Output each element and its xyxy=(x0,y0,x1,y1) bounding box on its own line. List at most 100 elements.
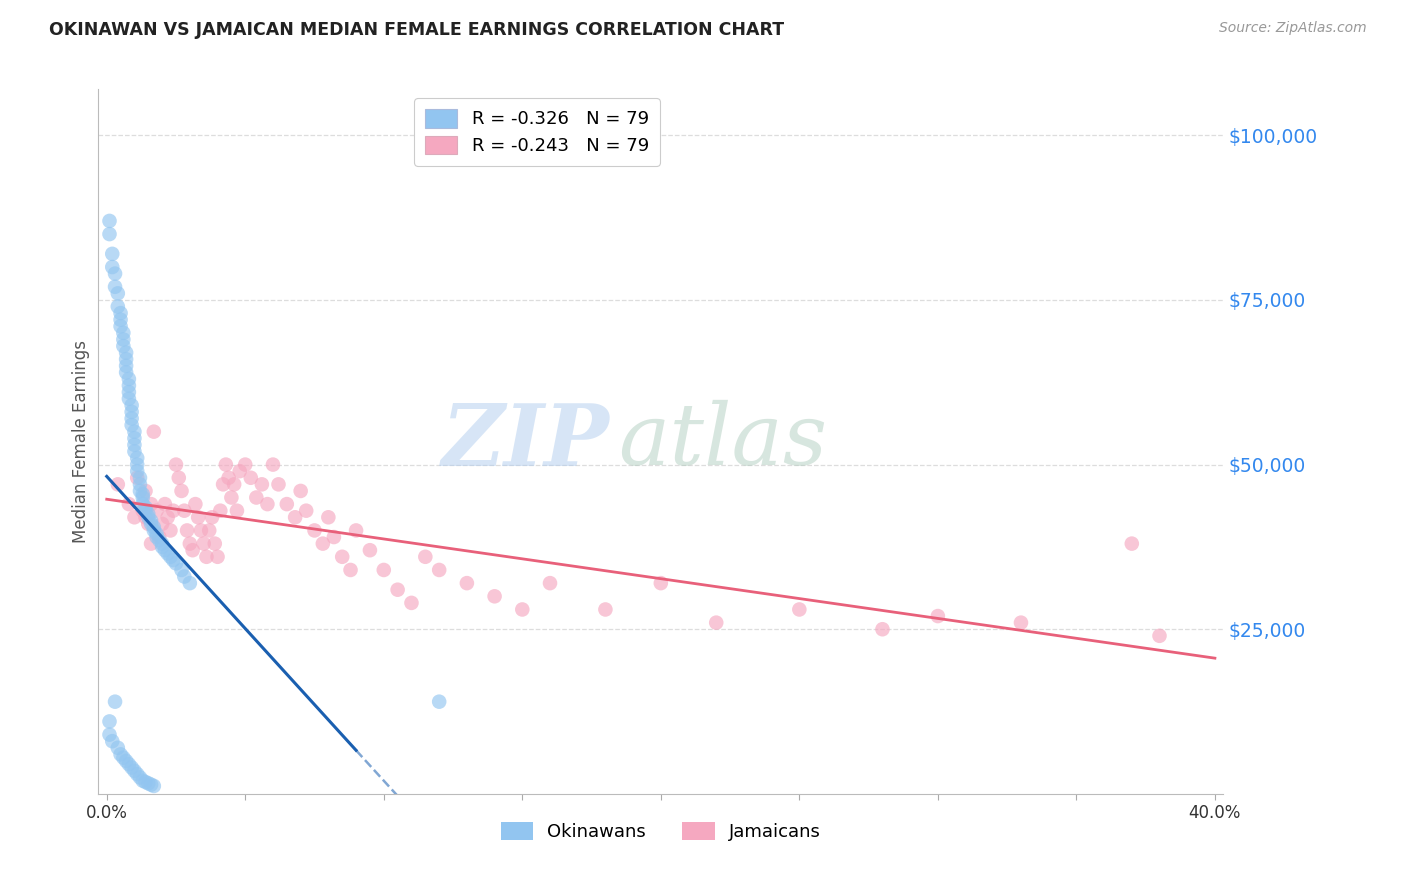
Point xyxy=(1121,536,1143,550)
Point xyxy=(153,543,176,558)
Point xyxy=(107,286,129,301)
Point xyxy=(104,267,127,281)
Point xyxy=(198,524,221,538)
Point xyxy=(159,524,181,538)
Point xyxy=(187,510,209,524)
Point xyxy=(228,464,250,478)
Point xyxy=(179,536,201,550)
Point xyxy=(148,533,170,548)
Point xyxy=(101,260,124,274)
Point xyxy=(124,431,146,445)
Point xyxy=(115,359,138,373)
Point xyxy=(148,530,170,544)
Point xyxy=(118,757,141,772)
Point xyxy=(129,483,152,498)
Point xyxy=(262,458,284,472)
Point xyxy=(162,504,184,518)
Text: Source: ZipAtlas.com: Source: ZipAtlas.com xyxy=(1219,21,1367,36)
Point xyxy=(415,549,437,564)
Point xyxy=(134,483,156,498)
Point xyxy=(595,602,617,616)
Point xyxy=(256,497,278,511)
Point xyxy=(245,491,267,505)
Point xyxy=(127,767,149,781)
Point xyxy=(115,754,138,768)
Point xyxy=(233,458,256,472)
Point xyxy=(510,602,533,616)
Point xyxy=(195,549,218,564)
Text: ZIP: ZIP xyxy=(443,400,610,483)
Point xyxy=(110,319,132,334)
Point xyxy=(121,398,143,412)
Point xyxy=(650,576,672,591)
Point xyxy=(98,728,121,742)
Point xyxy=(145,530,167,544)
Point xyxy=(1149,629,1171,643)
Point xyxy=(127,450,149,465)
Point xyxy=(538,576,561,591)
Point xyxy=(318,510,340,524)
Point xyxy=(212,477,235,491)
Point xyxy=(159,549,181,564)
Point xyxy=(110,747,132,762)
Point xyxy=(312,536,335,550)
Point xyxy=(170,563,193,577)
Point xyxy=(145,526,167,541)
Point xyxy=(221,491,243,505)
Point xyxy=(142,779,165,793)
Point xyxy=(224,477,246,491)
Point xyxy=(142,520,165,534)
Point xyxy=(134,510,156,524)
Point xyxy=(112,326,135,340)
Point xyxy=(207,549,229,564)
Point xyxy=(124,438,146,452)
Point xyxy=(139,778,162,792)
Point xyxy=(98,714,121,729)
Point xyxy=(124,425,146,439)
Point xyxy=(139,497,162,511)
Point xyxy=(110,306,132,320)
Point xyxy=(142,524,165,538)
Point xyxy=(136,516,159,531)
Point xyxy=(134,500,156,515)
Point xyxy=(124,444,146,458)
Point xyxy=(176,524,198,538)
Point xyxy=(170,483,193,498)
Point xyxy=(127,471,149,485)
Point xyxy=(107,300,129,314)
Point xyxy=(136,510,159,524)
Point xyxy=(124,764,146,778)
Point xyxy=(104,279,127,293)
Point xyxy=(295,504,318,518)
Point xyxy=(101,247,124,261)
Point xyxy=(209,504,232,518)
Point xyxy=(226,504,249,518)
Point xyxy=(165,458,187,472)
Point xyxy=(193,536,215,550)
Point xyxy=(427,563,450,577)
Point xyxy=(121,760,143,774)
Point xyxy=(330,549,353,564)
Point xyxy=(118,497,141,511)
Point xyxy=(118,392,141,406)
Point xyxy=(201,510,224,524)
Point xyxy=(359,543,381,558)
Point xyxy=(124,510,146,524)
Text: OKINAWAN VS JAMAICAN MEDIAN FEMALE EARNINGS CORRELATION CHART: OKINAWAN VS JAMAICAN MEDIAN FEMALE EARNI… xyxy=(49,21,785,39)
Point xyxy=(387,582,409,597)
Point xyxy=(132,487,155,501)
Point xyxy=(276,497,298,511)
Point xyxy=(267,477,290,491)
Point xyxy=(121,411,143,425)
Point xyxy=(121,418,143,433)
Point xyxy=(132,504,155,518)
Point xyxy=(927,609,949,624)
Point xyxy=(118,372,141,386)
Point xyxy=(115,345,138,359)
Point xyxy=(181,543,204,558)
Point xyxy=(284,510,307,524)
Point xyxy=(129,477,152,491)
Point xyxy=(129,771,152,785)
Point xyxy=(112,750,135,764)
Point xyxy=(127,458,149,472)
